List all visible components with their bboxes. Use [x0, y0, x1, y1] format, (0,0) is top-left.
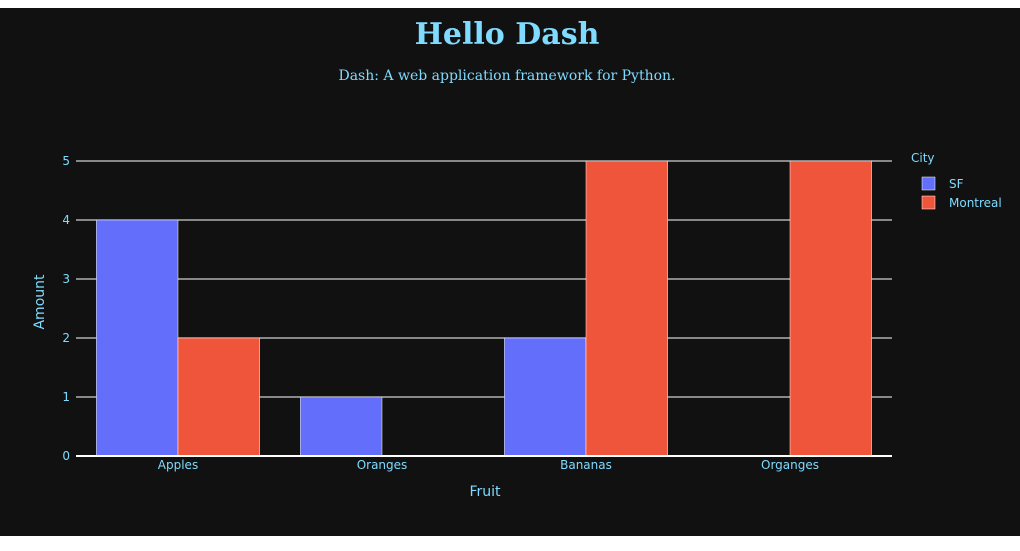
bar-montreal-apples[interactable] — [177, 337, 260, 457]
legend-items[interactable]: SF Montreal — [921, 176, 1002, 210]
y-axis-title: Amount — [32, 274, 48, 330]
bar-sf-apples[interactable] — [96, 219, 179, 457]
legend-item-montreal[interactable]: Montreal — [921, 195, 1002, 210]
page-title: Hello Dash — [414, 17, 600, 52]
x-tick-label: Apples — [158, 458, 198, 472]
y-tick-label: 2 — [62, 331, 70, 345]
legend[interactable]: City SF Montreal — [911, 151, 1002, 210]
legend-title: City — [911, 151, 935, 165]
x-tick-label: Organges — [761, 458, 819, 472]
x-tick-label: Oranges — [357, 458, 408, 472]
legend-swatch — [921, 195, 936, 210]
bars — [96, 160, 872, 457]
bar-montreal-organges[interactable] — [789, 160, 872, 457]
y-tick-label: 5 — [62, 154, 70, 168]
legend-label: Montreal — [949, 196, 1002, 210]
dash-app: Hello Dash Dash: A web application frame… — [0, 8, 1020, 536]
bar-montreal-bananas[interactable] — [585, 160, 668, 457]
x-tick-label: Bananas — [560, 458, 612, 472]
bar-sf-oranges[interactable] — [300, 396, 383, 457]
axes: 0 1 2 3 4 5 Apples Oranges Bananas Organges — [62, 154, 892, 472]
y-tick-label: 1 — [62, 390, 70, 404]
page-subtitle: Dash: A web application framework for Py… — [338, 68, 676, 84]
legend-swatch — [921, 176, 936, 191]
y-tick-label: 3 — [62, 272, 70, 286]
bar-chart[interactable]: 0 1 2 3 4 5 Apples Oranges Bananas Organges Fruit… — [0, 8, 1020, 536]
x-axis-title: Fruit — [469, 484, 501, 500]
y-tick-label: 0 — [62, 449, 70, 463]
legend-label: SF — [949, 177, 964, 191]
legend-item-sf[interactable]: SF — [921, 176, 964, 191]
y-tick-label: 4 — [62, 213, 70, 227]
bar-sf-bananas[interactable] — [504, 337, 587, 457]
